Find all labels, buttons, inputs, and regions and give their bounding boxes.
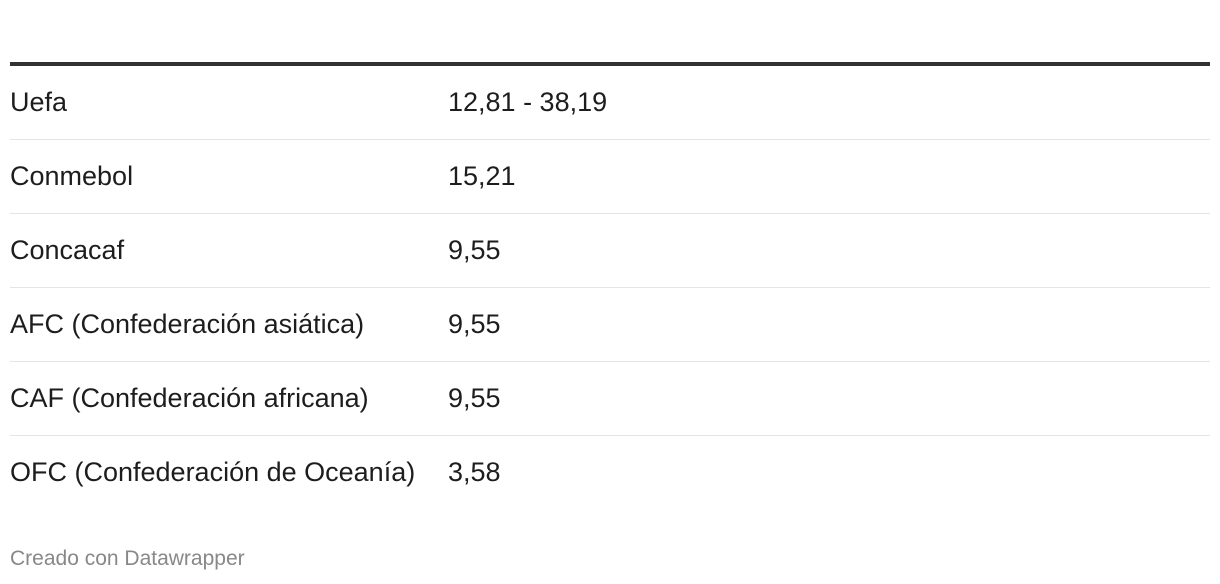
value-cell: 12,81 - 38,19 — [448, 64, 1210, 140]
table: Uefa 12,81 - 38,19 Conmebol 15,21 Concacaf 9,… — [10, 62, 1210, 509]
table-row: Uefa 12,81 - 38,19 — [10, 64, 1210, 140]
table-body: Uefa 12,81 - 38,19 Conmebol 15,21 Concacaf 9,… — [10, 64, 1210, 509]
confederation-cell: AFC (Confederación asiática) — [10, 287, 448, 362]
value-cell: 9,55 — [448, 287, 1210, 362]
confederation-cell: Uefa — [10, 64, 448, 140]
confederation-cell: Concacaf — [10, 213, 448, 288]
value-cell: 3,58 — [448, 457, 501, 487]
table-row: Concacaf 9,55 — [10, 213, 1210, 288]
table-row: Conmebol 15,21 — [10, 139, 1210, 214]
table-row: OFC (Confederación de Oceanía) 3,58 — [10, 436, 1210, 510]
value-cell: 15,21 — [448, 139, 1210, 214]
value-cell: 9,55 — [448, 213, 1210, 288]
confederation-cell: OFC (Confederación de Oceanía) — [10, 457, 416, 487]
table-container: Uefa 12,81 - 38,19 Conmebol 15,21 Concacaf 9,… — [10, 62, 1210, 509]
confederation-cell: Conmebol — [10, 139, 448, 214]
confederation-cell: CAF (Confederación africana) — [10, 361, 448, 436]
table-row: CAF (Confederación africana) 9,55 — [10, 361, 1210, 436]
value-cell: 9,55 — [448, 361, 1210, 436]
credit: Creado con Datawrapper — [10, 547, 245, 570]
table-row: AFC (Confederación asiática) 9,55 — [10, 287, 1210, 362]
